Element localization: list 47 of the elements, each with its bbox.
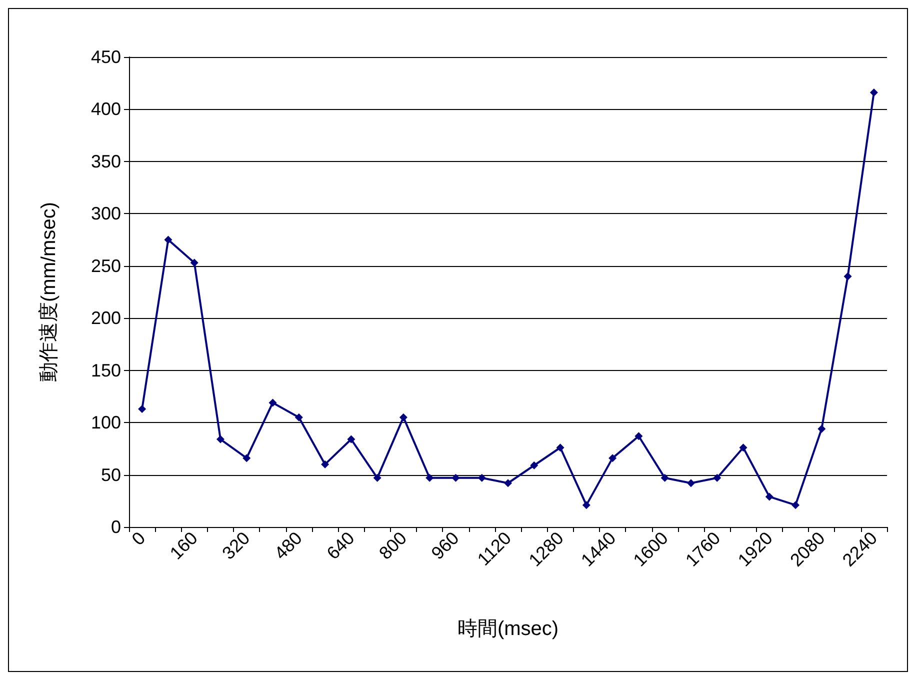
point <box>582 501 590 510</box>
point <box>765 492 774 501</box>
point <box>138 404 146 413</box>
x-tick-label: 0 <box>128 528 150 550</box>
y-tick-label: 250 <box>90 256 121 276</box>
point <box>268 398 277 407</box>
point <box>452 474 460 482</box>
point <box>792 501 800 510</box>
y-tick-label: 200 <box>90 308 121 328</box>
point <box>556 444 564 452</box>
point <box>713 474 722 482</box>
x-tick-label: 640 <box>322 528 358 564</box>
y-tick-label: 150 <box>90 360 121 380</box>
point <box>164 236 172 244</box>
y-tick-label: 350 <box>90 151 121 172</box>
point <box>478 474 486 482</box>
y-tick-label: 450 <box>90 47 121 67</box>
x-tick-label: 320 <box>218 528 254 564</box>
point <box>634 432 643 440</box>
y-tick-label: 50 <box>100 464 121 485</box>
point <box>686 479 695 488</box>
point <box>190 258 198 267</box>
point <box>530 461 538 470</box>
point <box>373 474 382 482</box>
point <box>844 272 852 280</box>
x-tick-label: 800 <box>375 528 411 564</box>
point <box>242 454 251 462</box>
point <box>399 413 408 422</box>
y-tick-label: 400 <box>90 99 121 120</box>
point <box>504 479 512 488</box>
point <box>294 413 303 422</box>
x-tick-label: 960 <box>427 528 463 564</box>
x-tick-label: 160 <box>166 528 202 564</box>
y-tick-label: 300 <box>90 204 121 224</box>
point <box>739 444 748 452</box>
point <box>347 435 356 444</box>
x-tick-label: 480 <box>270 528 306 564</box>
y-tick-label: 100 <box>90 412 121 433</box>
point <box>818 424 826 433</box>
point <box>660 474 669 482</box>
point <box>216 435 224 444</box>
point <box>870 88 878 97</box>
point <box>321 460 330 468</box>
y-axis-title: 動作速度(mm/msec) <box>38 202 60 382</box>
x-axis-title: 時間(msec) <box>457 618 559 640</box>
point <box>426 474 434 482</box>
point <box>608 454 617 462</box>
